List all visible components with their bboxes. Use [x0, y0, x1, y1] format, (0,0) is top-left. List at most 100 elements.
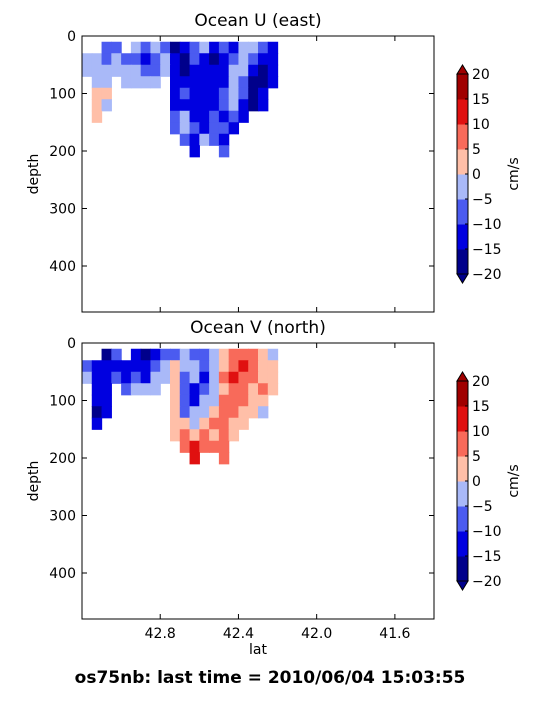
heatmap-cell [189, 406, 200, 419]
heatmap-cell [160, 360, 171, 373]
heatmap-cell [238, 383, 249, 396]
colorbar-band [457, 481, 468, 507]
colorbar-ocean-u: −20 −15 −10 −5 0 5 10 15 20 cm/s [456, 64, 522, 284]
colorbar-tick-label: −15 [472, 549, 502, 565]
heatmap-cell [199, 440, 210, 453]
colorbar-tick-label: −10 [472, 524, 502, 540]
y-tick-label: 300 [49, 509, 76, 525]
y-tick-label: 400 [49, 259, 76, 275]
heatmap-cell [209, 429, 220, 442]
heatmap-cell [91, 53, 103, 66]
heatmap-cell [189, 360, 200, 373]
heatmap-cell [238, 64, 249, 77]
heatmap-cell [199, 406, 210, 419]
heatmap-cell [189, 99, 200, 112]
heatmap-cell [199, 429, 210, 442]
heatmap-cell [199, 383, 210, 396]
heatmap-cell [189, 76, 200, 89]
y-ticks-ocean-u: 0 100 200 300 400 [49, 29, 434, 275]
heatmap-cell [170, 99, 181, 112]
heatmap-cell [189, 110, 200, 123]
heatmap-cell [189, 41, 200, 54]
heatmap-cell [238, 406, 249, 419]
heatmap-cell [179, 64, 191, 77]
heatmap-cell [218, 360, 230, 373]
heatmap-cells-ocean-u [82, 41, 279, 158]
heatmap-cell [91, 394, 103, 407]
heatmap-cell [267, 383, 279, 396]
heatmap-cell [189, 394, 200, 407]
heatmap-cell [189, 122, 200, 135]
x-axis-label-lat: lat [249, 642, 267, 658]
heatmap-cell [170, 76, 181, 89]
heatmap-cell [228, 360, 240, 373]
heatmap-cell [248, 394, 259, 407]
heatmap-cell [258, 53, 269, 66]
colorbar-extend-top [456, 64, 469, 75]
heatmap-cell [189, 452, 200, 465]
heatmap-cell [248, 406, 259, 419]
heatmap-cell [189, 440, 200, 453]
heatmap-cell [101, 53, 112, 66]
heatmap-cell [91, 371, 103, 384]
heatmap-cell [199, 99, 210, 112]
heatmap-cell [228, 87, 240, 100]
heatmap-cell [258, 348, 269, 361]
heatmap-cell [111, 64, 122, 77]
heatmap-cell [199, 394, 210, 407]
colorbar-band [457, 99, 468, 125]
heatmap-cell [121, 64, 132, 77]
heatmap-cell [218, 440, 230, 453]
heatmap-cell [228, 110, 240, 123]
heatmap-cell [189, 383, 200, 396]
colorbar-tick-label: 15 [472, 92, 490, 108]
heatmap-cell [160, 41, 171, 54]
heatmap-cell [140, 53, 152, 66]
heatmap-cell [179, 406, 191, 419]
colorbar-tick-label: 5 [472, 449, 481, 465]
heatmap-cell [267, 64, 279, 77]
heatmap-cell [179, 87, 191, 100]
heatmap-cell [189, 371, 200, 384]
colorbar-band [457, 381, 468, 407]
colorbar-band [457, 506, 468, 532]
heatmap-cell [140, 76, 152, 89]
heatmap-cell [91, 76, 103, 89]
colorbar-band [457, 249, 468, 275]
heatmap-cell [209, 348, 220, 361]
heatmap-cell [199, 360, 210, 373]
heatmap-cell [91, 110, 103, 123]
heatmap-cell [199, 348, 210, 361]
heatmap-cell [189, 417, 200, 430]
heatmap-cell [258, 87, 269, 100]
heatmap-cell [82, 53, 93, 66]
colorbar-tick-label: −5 [472, 192, 493, 208]
heatmap-cell [140, 64, 152, 77]
heatmap-cell [179, 53, 191, 66]
heatmap-cell [121, 53, 132, 66]
heatmap-cell [121, 76, 132, 89]
x-tick-label: 41.6 [379, 626, 410, 642]
heatmap-cell [130, 360, 142, 373]
heatmap-cell [238, 417, 249, 430]
heatmap-cell [199, 371, 210, 384]
heatmap-cell [101, 383, 112, 396]
x-ticks-ocean-v: 42.8 42.4 42.0 41.6 [145, 343, 411, 642]
colorbar-band [457, 531, 468, 557]
colorbar-tick-label: 10 [472, 117, 490, 133]
y-tick-label: 300 [49, 202, 76, 218]
y-axis-label-ocean-v: depth [26, 461, 42, 502]
heatmap-cell [218, 53, 230, 66]
heatmap-cell [82, 360, 93, 373]
y-tick-label: 400 [49, 566, 76, 582]
colorbar-band [457, 224, 468, 250]
y-tick-label: 100 [49, 394, 76, 410]
heatmap-cell [238, 394, 249, 407]
heatmap-cell [209, 110, 220, 123]
heatmap-cell [121, 383, 132, 396]
heatmap-cell [218, 452, 230, 465]
heatmap-cell [209, 53, 220, 66]
heatmap-cell [82, 64, 93, 77]
heatmap-cell [160, 64, 171, 77]
